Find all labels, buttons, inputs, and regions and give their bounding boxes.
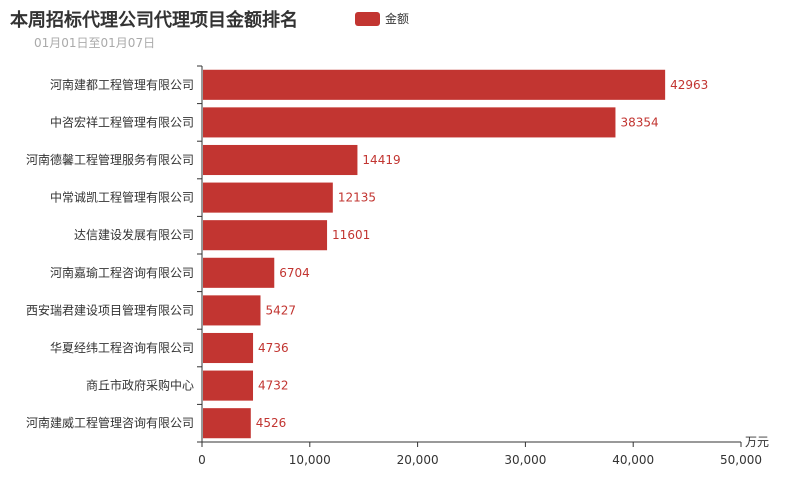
value-label: 38354 <box>620 115 658 129</box>
bar <box>203 144 358 176</box>
legend-swatch <box>355 11 380 26</box>
x-tick-label: 40,000 <box>612 453 654 467</box>
category-label: 西安瑞君建设项目管理有限公司 <box>26 302 194 317</box>
value-label: 4732 <box>258 379 289 393</box>
category-label: 达信建设发展有限公司 <box>74 227 194 242</box>
bar <box>203 107 616 138</box>
bar <box>203 332 254 364</box>
value-label: 14419 <box>362 153 400 167</box>
value-label: 6704 <box>279 266 310 280</box>
value-label: 4526 <box>256 416 287 430</box>
chart-axes <box>197 65 742 447</box>
category-label: 中常诚凯工程管理有限公司 <box>50 190 194 205</box>
category-label: 河南建威工程管理咨询有限公司 <box>26 415 194 430</box>
x-tick-label: 0 <box>198 453 206 467</box>
chart-bars <box>203 69 666 439</box>
chart-legend[interactable]: 金额 <box>355 10 409 27</box>
value-label: 12135 <box>338 191 376 205</box>
category-label: 河南建都工程管理有限公司 <box>50 77 194 92</box>
legend-label: 金额 <box>385 12 410 26</box>
value-label: 42963 <box>670 78 708 92</box>
bar <box>203 370 254 401</box>
bar <box>203 220 328 251</box>
chart-labels: 0 10,000 20,000 30,000 40,000 50,000 万元 河南建都工程管… <box>26 77 769 467</box>
x-axis-unit-label: 万元 <box>745 435 769 449</box>
bar <box>203 182 333 213</box>
value-label: 11601 <box>332 228 370 242</box>
value-label: 5427 <box>266 303 297 317</box>
x-tick-label: 10,000 <box>289 453 331 467</box>
x-tick-label: 20,000 <box>397 453 439 467</box>
chart-subtitle: 01月01日至01月07日 <box>34 36 156 50</box>
bar <box>203 295 261 326</box>
value-label: 4736 <box>258 341 289 355</box>
x-tick-label: 30,000 <box>504 453 546 467</box>
bar <box>203 408 251 439</box>
category-label: 中咨宏祥工程管理有限公司 <box>50 114 194 129</box>
category-label: 华夏经纬工程咨询有限公司 <box>50 340 194 355</box>
chart-title: 本周招标代理公司代理项目金额排名 <box>10 10 298 31</box>
bar <box>203 257 275 288</box>
category-label: 河南德馨工程管理服务有限公司 <box>26 152 194 167</box>
category-label: 河南嘉瑜工程咨询有限公司 <box>50 265 194 280</box>
x-tick-label: 50,000 <box>720 453 762 467</box>
bar <box>203 69 666 100</box>
category-label: 商丘市政府采购中心 <box>86 378 194 393</box>
